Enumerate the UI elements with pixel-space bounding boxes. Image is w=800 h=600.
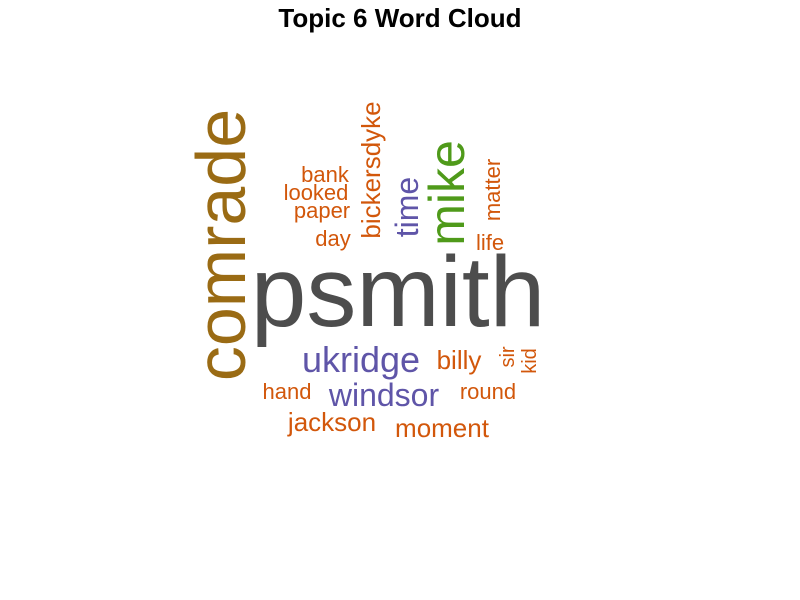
word-ukridge: ukridge xyxy=(302,339,420,380)
word-jackson: jackson xyxy=(287,407,376,437)
word-psmith: psmith xyxy=(251,236,546,348)
word-paper: paper xyxy=(294,198,350,223)
word-mike: mike xyxy=(419,140,475,246)
word-kid: kid xyxy=(519,348,541,374)
word-life: life xyxy=(476,230,504,255)
word-bickersdyke: bickersdyke xyxy=(356,101,386,238)
word-time: time xyxy=(389,177,425,237)
word-windsor: windsor xyxy=(328,377,440,413)
word-comrade: comrade xyxy=(182,109,260,381)
word-sir: sir xyxy=(497,346,519,367)
word-moment: moment xyxy=(395,413,490,443)
word-day: day xyxy=(315,226,350,251)
word-hand: hand xyxy=(263,379,312,404)
word-round: round xyxy=(460,379,516,404)
chart-title: Topic 6 Word Cloud xyxy=(278,3,522,33)
word-matter: matter xyxy=(480,159,505,221)
word-looked: looked xyxy=(284,180,349,205)
word-bank: bank xyxy=(301,162,350,187)
word-billy: billy xyxy=(437,345,482,375)
